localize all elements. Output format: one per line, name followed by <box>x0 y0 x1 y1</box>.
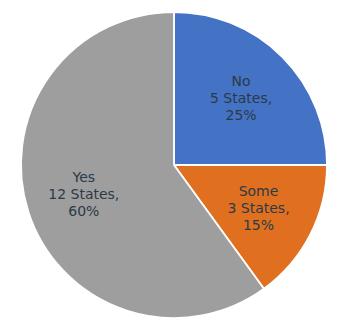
pie-slice <box>174 12 327 165</box>
slice-label-line: No <box>232 73 251 89</box>
slice-label: Some3 States,15% <box>227 183 289 233</box>
slices <box>21 12 327 318</box>
slice-label: Yes12 States,60% <box>48 169 119 219</box>
chart: No5 States,25% Some3 States,15% Yes12 Stat… <box>0 0 348 330</box>
slice-label-line: Yes <box>71 169 95 185</box>
slice-label-line: 3 States, <box>227 200 289 216</box>
slice-label-line: 25% <box>226 107 257 123</box>
slice-label-line: 15% <box>243 217 274 233</box>
slice-label-line: 5 States, <box>210 90 272 106</box>
pie-slice <box>21 12 264 318</box>
slice-label-line: Some <box>239 183 279 199</box>
slice-label: No5 States,25% <box>210 73 272 123</box>
slice-label-line: 12 States, <box>48 186 119 202</box>
labels: No5 States,25% Some3 States,15% Yes12 Stat… <box>48 73 289 233</box>
slice-label-line: 60% <box>68 203 99 219</box>
